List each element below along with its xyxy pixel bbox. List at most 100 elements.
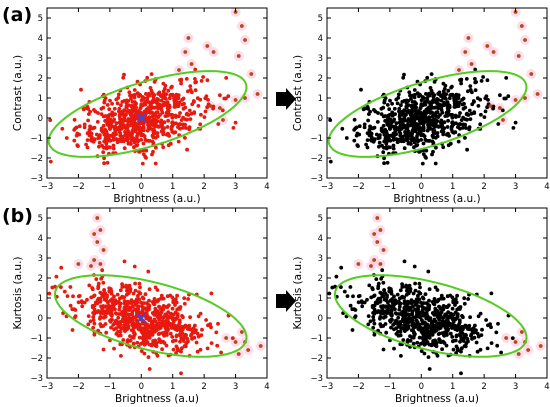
data-point — [92, 321, 97, 326]
data-point — [104, 330, 109, 335]
data-point — [159, 118, 164, 123]
data-point — [161, 145, 166, 150]
data-point — [103, 127, 108, 132]
data-point — [139, 133, 144, 138]
axes-frame — [326, 7, 548, 179]
data-point — [387, 112, 392, 117]
outlier-point — [95, 240, 100, 244]
data-point — [409, 97, 413, 101]
data-point — [456, 93, 461, 98]
data-point — [429, 343, 434, 348]
data-point — [439, 108, 444, 112]
data-point — [437, 318, 442, 322]
data-point — [352, 138, 357, 143]
data-point — [375, 120, 380, 124]
data-point — [396, 92, 401, 97]
data-point — [173, 95, 177, 100]
data-point — [109, 289, 114, 294]
data-point — [141, 340, 146, 344]
data-point — [168, 331, 173, 336]
data-point — [71, 294, 75, 299]
data-point — [178, 339, 182, 344]
data-point — [380, 294, 385, 299]
y-tick-label: 5 — [38, 214, 43, 224]
data-point — [436, 115, 441, 119]
data-point — [109, 306, 114, 311]
data-point — [176, 104, 181, 108]
data-point — [109, 325, 113, 330]
data-point — [138, 149, 142, 154]
data-point — [450, 295, 455, 300]
data-point — [471, 326, 476, 331]
data-point — [85, 297, 89, 302]
data-point — [143, 292, 148, 297]
outlier-point — [375, 240, 380, 244]
x-tick-label: −1 — [104, 182, 117, 192]
data-point — [121, 109, 125, 114]
data-point — [433, 161, 438, 166]
data-point — [478, 347, 483, 352]
data-point — [391, 131, 396, 136]
data-point — [233, 120, 238, 125]
outlier-point — [375, 216, 380, 220]
data-point — [157, 318, 162, 322]
data-point — [394, 121, 399, 126]
data-point — [419, 133, 424, 138]
data-point — [481, 75, 485, 79]
outlier-point — [236, 54, 241, 58]
data-point — [348, 285, 353, 289]
data-point — [92, 137, 97, 142]
data-point — [499, 350, 503, 355]
data-point — [458, 305, 463, 309]
outlier-point — [516, 54, 521, 58]
data-point — [364, 142, 368, 147]
data-point — [485, 346, 490, 351]
data-point — [392, 106, 397, 111]
data-point — [205, 105, 210, 110]
data-point — [438, 305, 442, 310]
outlier-point — [488, 104, 493, 108]
data-point — [408, 94, 413, 98]
data-point — [363, 106, 368, 111]
data-point — [82, 125, 87, 130]
data-point — [366, 118, 370, 123]
data-point — [365, 297, 369, 302]
data-point — [147, 105, 152, 110]
data-point — [133, 112, 138, 117]
outlier-point — [177, 68, 181, 72]
data-point — [381, 123, 386, 128]
data-point — [489, 291, 494, 296]
data-point — [145, 314, 150, 319]
data-point — [377, 144, 381, 149]
data-point — [425, 97, 430, 101]
data-point — [161, 339, 166, 344]
data-point — [166, 88, 171, 93]
data-point — [403, 305, 407, 309]
data-point — [382, 161, 386, 166]
data-point — [101, 123, 106, 128]
data-point — [439, 98, 444, 103]
data-point — [136, 293, 140, 298]
data-point — [371, 126, 376, 131]
data-point — [448, 112, 452, 117]
data-point — [194, 80, 199, 84]
data-point — [455, 307, 460, 312]
data-point — [416, 131, 421, 136]
data-point — [424, 334, 428, 339]
data-point — [120, 284, 125, 289]
data-point — [443, 312, 448, 317]
data-point — [366, 322, 371, 327]
x-tick-label: −2 — [352, 182, 365, 192]
data-point — [392, 321, 397, 325]
data-point — [421, 311, 426, 315]
data-point — [399, 326, 403, 331]
data-point — [390, 110, 395, 115]
data-point — [121, 75, 126, 80]
data-point — [145, 75, 150, 80]
data-point — [147, 287, 152, 292]
data-point — [393, 301, 397, 305]
data-point — [100, 294, 105, 299]
data-point — [452, 105, 457, 109]
data-point — [173, 130, 178, 135]
data-point — [147, 367, 152, 371]
